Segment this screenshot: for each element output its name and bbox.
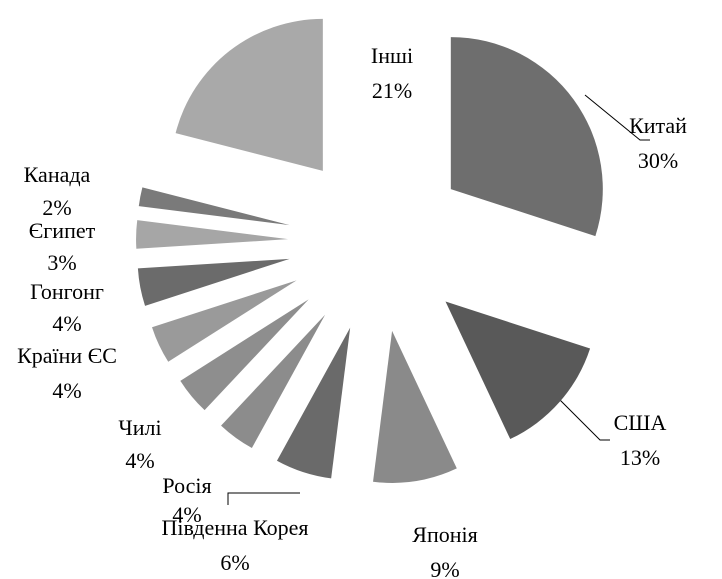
slice-label: Китай — [629, 113, 687, 138]
pie-slice — [152, 280, 297, 362]
slice-value-label: 13% — [620, 445, 660, 470]
slice-value-label: 4% — [125, 448, 154, 473]
slice-value-label: 4% — [52, 311, 81, 336]
slice-value-label: 3% — [47, 250, 76, 275]
pie-slice — [175, 18, 323, 171]
slice-value-label: 9% — [430, 557, 459, 579]
pie-slice — [136, 220, 289, 249]
slice-label: Чилі — [118, 415, 161, 440]
slice-label: Інші — [371, 43, 413, 68]
slice-label: Японія — [412, 522, 477, 547]
pie-slice — [138, 187, 290, 226]
pie-slice — [445, 301, 591, 440]
slice-label: Єгипет — [29, 218, 96, 243]
leader-line — [227, 492, 300, 505]
slice-label: Канада — [24, 162, 91, 187]
slice-label: Гонгонг — [30, 279, 104, 304]
pie-slice — [276, 327, 351, 479]
leader-lines — [227, 94, 650, 505]
pie-slice — [221, 314, 326, 449]
pie-slice — [373, 330, 457, 483]
leader-line — [559, 399, 610, 441]
slice-value-label: 30% — [638, 148, 678, 173]
slice-label: Росія — [162, 473, 211, 498]
slice-value-label: 2% — [42, 195, 71, 220]
slice-value-label: 6% — [220, 550, 249, 575]
slice-value-label: 21% — [372, 78, 412, 103]
slice-value-label: 4% — [172, 502, 201, 527]
slice-label: Країни ЄС — [17, 343, 117, 368]
pie-slice — [137, 258, 290, 306]
leader-line — [584, 94, 650, 141]
pie-slice — [180, 299, 309, 411]
slice-label: Південна Корея — [161, 515, 308, 540]
pie-slice — [450, 37, 603, 237]
slice-value-label: 4% — [52, 378, 81, 403]
slice-label: США — [614, 410, 667, 435]
